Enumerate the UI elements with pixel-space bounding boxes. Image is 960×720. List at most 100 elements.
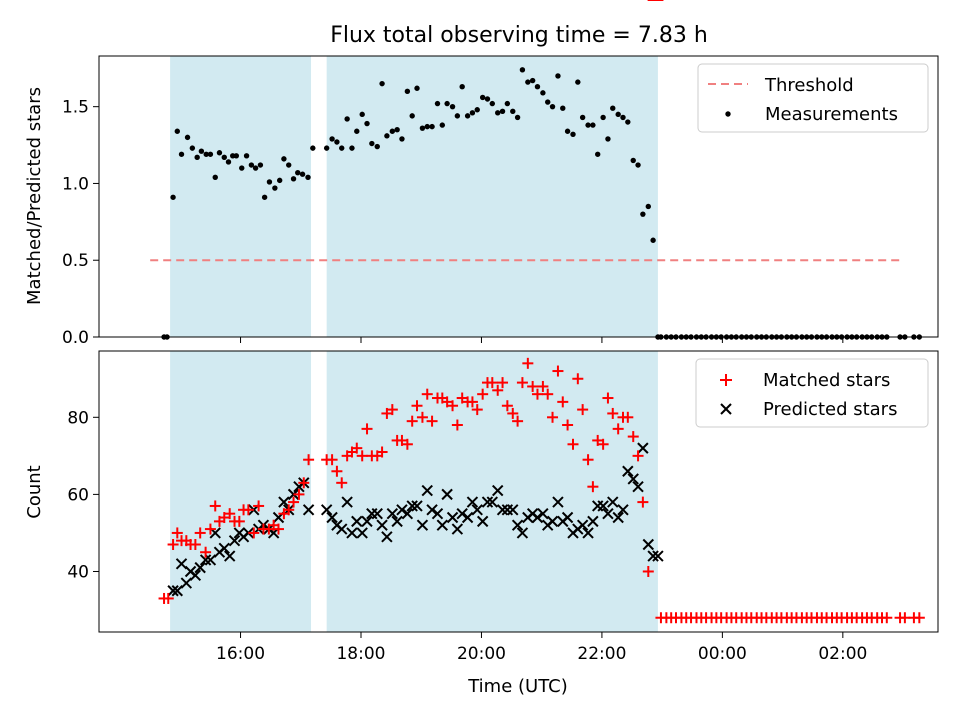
marker-stroke (326, 511, 338, 524)
marker-stroke (516, 527, 529, 539)
count-x-tick-label: 18:00 (336, 644, 385, 664)
measurement-point (650, 237, 656, 243)
measurement-point (257, 162, 264, 168)
measurement-point (510, 108, 516, 114)
predicted-star-marker (561, 511, 574, 524)
predicted-star-marker (546, 515, 559, 528)
marker-stroke (391, 515, 403, 528)
measurement-point (555, 73, 561, 79)
matched-star-marker (562, 419, 574, 431)
measurement-point (299, 171, 306, 177)
predicted-star-marker (476, 515, 489, 528)
marker-stroke (416, 519, 429, 531)
measurement-point (615, 111, 621, 118)
marker-stroke (652, 550, 664, 562)
predicted-star-marker (516, 527, 529, 539)
matched-star-marker (542, 388, 554, 400)
marker-stroke (421, 484, 433, 497)
measurement-point (620, 114, 626, 121)
marker-stroke (492, 484, 504, 497)
ratio-y-tick-label: 1.0 (62, 174, 89, 194)
measurement-point (286, 162, 292, 168)
measurement-point (575, 79, 581, 85)
marker-stroke (466, 496, 479, 508)
measurement-point (394, 127, 400, 133)
predicted-star-marker (496, 504, 509, 516)
matched-star-marker (582, 454, 594, 466)
measurement-point (630, 157, 636, 164)
measurement-point (207, 151, 214, 157)
measurement-point (225, 159, 232, 165)
marker-stroke (496, 504, 509, 516)
marker-stroke (426, 504, 438, 516)
marker-stroke (218, 542, 230, 555)
measurement-point (310, 145, 316, 151)
matched-star-marker (411, 400, 423, 412)
measurement-point (549, 103, 556, 110)
matched-star-marker (516, 377, 528, 389)
marker-stroke (632, 480, 644, 493)
marker-stroke (627, 473, 639, 485)
measurement-point (540, 90, 546, 96)
matched-star-marker (501, 400, 513, 412)
marker-stroke (511, 519, 524, 531)
predicted-star-marker (189, 569, 202, 582)
predicted-star-marker (602, 507, 614, 520)
measurement-point (369, 140, 375, 147)
predicted-star-marker (351, 515, 363, 528)
measurement-point (514, 114, 521, 121)
matched-star-marker (171, 527, 183, 539)
marker-stroke (476, 515, 489, 528)
matched-star-marker (351, 442, 363, 454)
predicted-star-marker (617, 504, 629, 516)
matched-star-marker (447, 400, 459, 412)
matched-star-marker (209, 500, 221, 512)
matched-star-marker (612, 423, 624, 435)
figure-title: Flux total observing time = 7.83 h (330, 23, 708, 48)
predicted-star-marker (426, 504, 438, 516)
marker-stroke (406, 500, 418, 512)
predicted-star-marker (401, 507, 414, 520)
measurement-point (444, 100, 450, 107)
matched-star-marker (451, 419, 463, 431)
ratio-legend: Threshold Measurements (697, 63, 929, 133)
measurement-point (276, 177, 283, 184)
marker-stroke (597, 500, 609, 512)
matched-star-marker (602, 392, 614, 404)
measurement-point (449, 103, 456, 110)
marker-stroke (546, 515, 559, 528)
marker-stroke (456, 507, 468, 520)
observing-interval-shade (170, 56, 312, 337)
matched-star-marker (416, 411, 428, 423)
marker-stroke (446, 511, 459, 524)
marker-stroke (341, 496, 353, 508)
matched-star-marker (632, 450, 644, 462)
matched-star-marker (471, 404, 483, 416)
matched-star-marker (537, 380, 549, 392)
marker-stroke (351, 515, 363, 528)
matched-star-marker (242, 504, 254, 516)
count-shaded-intervals (170, 351, 658, 632)
matched-star-marker (421, 388, 433, 400)
matched-star-marker (298, 477, 310, 489)
matched-star-marker (200, 546, 212, 558)
predicted-star-marker (597, 500, 609, 512)
predicted-star-marker (341, 496, 353, 508)
measurement-point (545, 99, 551, 105)
count-y-tick-label: 80 (67, 408, 89, 428)
measurement-point (590, 122, 596, 128)
matched-star-marker (913, 612, 925, 624)
measurement-point (625, 119, 631, 125)
marker-stroke (537, 507, 549, 520)
matched-star-marker (497, 377, 509, 389)
measurement-point (645, 203, 651, 210)
measurement-point (479, 94, 486, 101)
measurement-point (424, 123, 430, 130)
measurement-point (212, 174, 218, 181)
marker-stroke (642, 538, 655, 551)
ratio-panel: 0.0 0.5 1.0 1.5 Matched/Predicted stars Thr… (24, 55, 939, 348)
measurement-point (194, 154, 200, 161)
matched-star-marker (356, 450, 368, 462)
measurement-point (178, 151, 185, 157)
